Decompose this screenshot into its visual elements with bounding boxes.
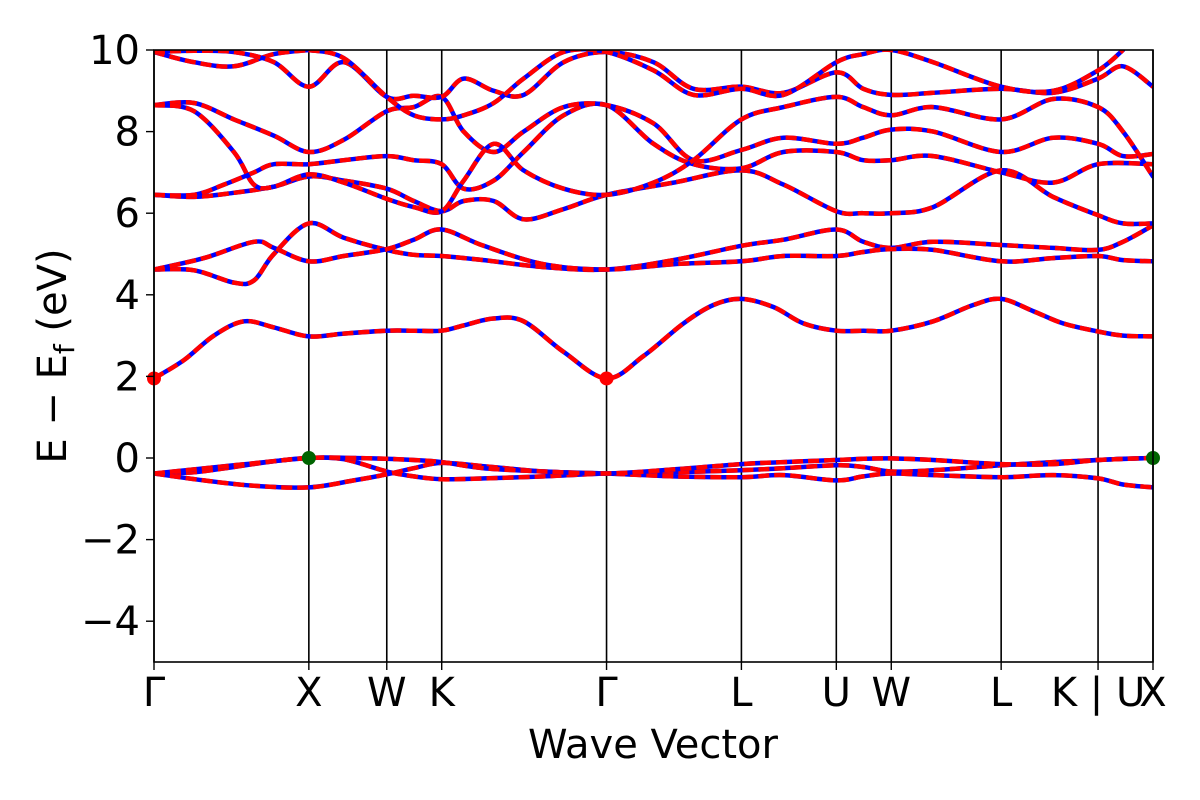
band-line-overlay-10 <box>154 94 1153 215</box>
band-line-5 <box>154 220 1153 287</box>
band-line-overlay-7 <box>154 168 1153 227</box>
y-axis-title-subscript: f <box>48 343 81 354</box>
y-tick-label: −2 <box>81 518 140 564</box>
band-line-overlay-12 <box>154 50 1153 102</box>
band-line-overlay-2 <box>154 460 1153 490</box>
band-line-overlay-13 <box>308 50 1125 122</box>
band-line-overlay-9 <box>154 93 1153 164</box>
x-tick-label: Γ <box>595 670 618 716</box>
band-line-4 <box>154 296 1153 381</box>
y-axis-ticks: −4 −2 0 2 4 6 8 10 <box>81 28 154 645</box>
band-line-overlay-3 <box>154 455 1153 476</box>
x-tick-label: X <box>295 670 322 716</box>
y-tick-label: 2 <box>115 354 140 400</box>
y-tick-label: 6 <box>115 191 140 237</box>
y-axis-title: E − Ef (eV) <box>30 248 81 463</box>
band-edge-markers <box>147 371 1160 465</box>
y-axis-title-main: E − E <box>30 354 76 464</box>
x-tick-label: W <box>871 670 911 716</box>
y-tick-label: −4 <box>81 599 140 645</box>
y-tick-label: 4 <box>115 273 140 319</box>
x-tick-label: L <box>730 670 753 716</box>
band-line-10 <box>154 94 1153 215</box>
y-tick-label: 10 <box>89 28 140 74</box>
band-line-overlay-6 <box>154 227 1153 272</box>
x-tick-label: W <box>367 670 407 716</box>
x-axis-title: Wave Vector <box>528 722 779 768</box>
y-tick-label: 0 <box>115 436 140 482</box>
energy-bands <box>154 50 1153 490</box>
band-line-overlay-4 <box>154 296 1153 381</box>
x-tick-label: K | U <box>1051 670 1145 716</box>
x-tick-label: X <box>1139 670 1166 716</box>
y-tick-label: 8 <box>115 110 140 156</box>
plot-frame <box>153 49 1154 663</box>
band-line-overlay-8 <box>154 101 1153 198</box>
band-line-12 <box>154 50 1153 102</box>
valence-band-max-marker <box>301 451 316 465</box>
x-tick-label: K <box>429 670 457 716</box>
x-tick-label: U <box>822 670 851 716</box>
y-axis-title-unit: (eV) <box>30 248 76 344</box>
x-tick-label: L <box>990 670 1013 716</box>
band-line-overlay-11 <box>154 50 310 69</box>
conduction-band-min-marker <box>599 371 614 386</box>
x-tick-label: Γ <box>143 670 166 716</box>
band-line-overlay-5 <box>154 220 1153 287</box>
